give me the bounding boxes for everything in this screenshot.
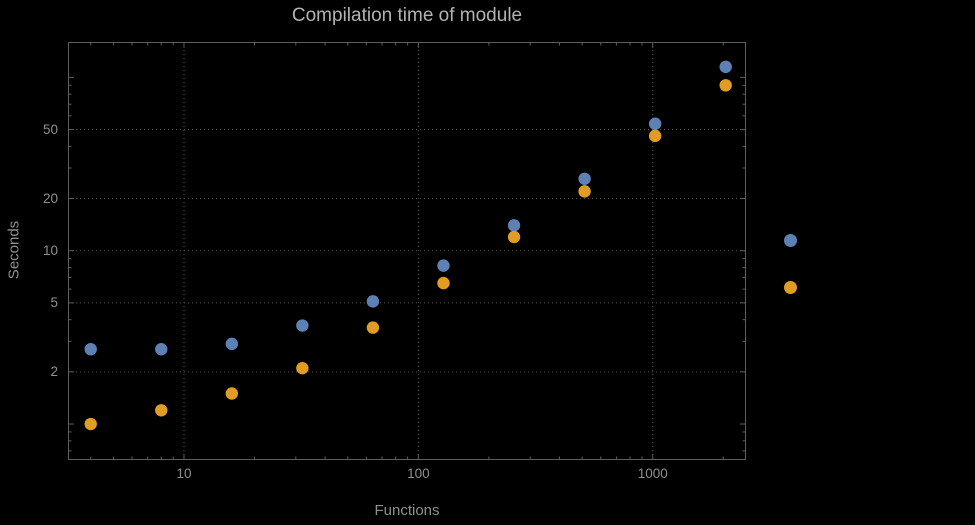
data-point-series-2-orange <box>296 361 309 375</box>
data-point-series-1-blue <box>507 219 521 232</box>
y-tick-label: 10 <box>42 242 58 258</box>
y-tick-label: 20 <box>42 190 58 206</box>
data-point-series-2-orange <box>507 230 521 244</box>
x-tick-label: 1000 <box>637 466 668 481</box>
data-point-series-1-blue <box>578 172 591 185</box>
data-point-series-2-orange <box>578 185 591 198</box>
data-point-series-1-blue <box>719 60 732 74</box>
x-tick-label: 10 <box>176 466 192 481</box>
data-point-series-2-orange <box>719 79 732 92</box>
data-point-series-2-orange <box>84 417 97 431</box>
data-point-series-1-blue <box>437 259 450 272</box>
chart-title: Compilation time of module <box>291 5 523 26</box>
data-point-series-2-orange <box>225 387 239 400</box>
y-tick-label: 5 <box>50 294 58 310</box>
y-tick-label: 2 <box>50 363 58 379</box>
legend-marker-series-2-orange <box>784 281 797 294</box>
plot-area <box>68 42 746 460</box>
data-point-series-1-blue <box>296 319 309 332</box>
data-point-series-1-blue <box>648 117 662 130</box>
data-point-series-1-blue <box>155 343 168 356</box>
plot-frame <box>68 42 746 460</box>
data-point-series-1-blue <box>225 337 239 351</box>
data-point-series-1-blue <box>366 295 380 308</box>
y-tick-label: 50 <box>42 121 58 137</box>
data-point-series-2-orange <box>366 321 380 334</box>
data-point-series-1-blue <box>84 343 97 356</box>
x-tick-label: 100 <box>407 466 430 481</box>
data-point-series-2-orange <box>437 276 450 290</box>
legend-marker-series-1-blue <box>784 234 797 247</box>
data-point-series-2-orange <box>155 404 168 417</box>
data-point-series-2-orange <box>648 129 662 143</box>
x-axis-label: Functions <box>374 502 440 519</box>
